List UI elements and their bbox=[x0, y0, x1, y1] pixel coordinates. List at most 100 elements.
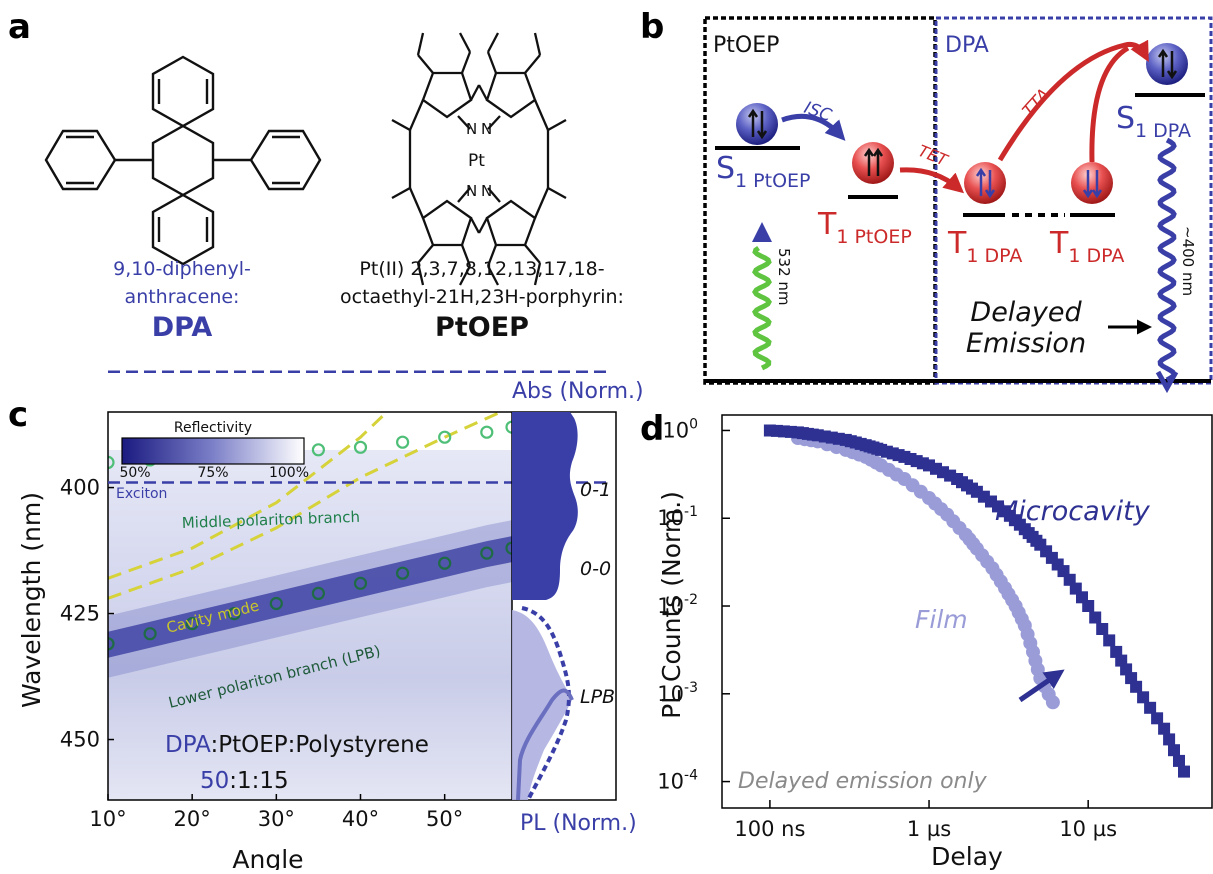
t1-dpa-label-1: T1 DPA bbox=[947, 226, 1022, 267]
lower-branch-point bbox=[185, 616, 199, 631]
lower-branch-point bbox=[269, 596, 283, 611]
dpa-abbrev: DPA bbox=[152, 312, 213, 343]
emission-label: ~400 nm bbox=[1179, 226, 1197, 296]
ptoep-atom-n1: N bbox=[466, 120, 477, 138]
abs-spectrum bbox=[512, 412, 578, 600]
lower-branch-point bbox=[227, 606, 241, 621]
lower-branch-point bbox=[438, 556, 452, 570]
emission-wave bbox=[1155, 137, 1179, 394]
panel-d-ylabel: PL Counts (Norm.) bbox=[657, 491, 686, 719]
colorbar: Reflectivity 50% 75% 100% bbox=[119, 420, 309, 481]
ptoep-name-line2: octaethyl-21H,23H-porphyrin: bbox=[340, 286, 624, 308]
ptoep-abbrev: PtOEP bbox=[435, 312, 529, 343]
upper-branch-point bbox=[271, 336, 282, 347]
ptoep-box-label: PtOEP bbox=[713, 33, 779, 58]
film-to-cavity-arrow bbox=[1018, 669, 1065, 703]
upper-branch-point bbox=[355, 331, 366, 342]
panel-c-axes: 10° 20° 30° 40° 50° 400 425 450 bbox=[60, 370, 612, 831]
colorbar-tick-2: 100% bbox=[269, 465, 309, 481]
ptoep-atom-n3: N bbox=[466, 182, 477, 200]
middle-branch-point bbox=[311, 443, 325, 457]
ptoep-atom-pt: Pt bbox=[468, 151, 485, 171]
lower-branch-point bbox=[108, 637, 115, 651]
upper-branch-point bbox=[145, 344, 156, 355]
microcavity-point bbox=[1144, 701, 1157, 714]
exciton-label: Exciton bbox=[116, 486, 167, 502]
delayed-label-line2: Emission bbox=[966, 328, 1086, 359]
lower-branch-point bbox=[480, 546, 494, 560]
composition-label: DPA:PtOEP:Polystyrene bbox=[165, 732, 429, 758]
panel-c-xtick-label: 30° bbox=[258, 807, 295, 831]
microcavity-point bbox=[1096, 623, 1109, 635]
ratio-label: 50:1:15 bbox=[200, 768, 289, 794]
panel-c-ylabel: Wavelength (nm) bbox=[17, 492, 46, 708]
spin-ball-t1-dpa-2 bbox=[1071, 162, 1113, 204]
panel-d-ytick-label: 100 bbox=[662, 416, 698, 442]
cavity-mode-curve-1 bbox=[108, 412, 389, 580]
panel-c-ytick-label: 400 bbox=[60, 476, 100, 500]
panel-d-letter: d bbox=[640, 409, 664, 449]
panel-d-xtick-label: 100 ns bbox=[734, 817, 805, 841]
microcavity-point bbox=[1089, 611, 1102, 624]
dpa-box-label: DPA bbox=[945, 33, 989, 58]
panel-d-xtick-label: 10 µs bbox=[1059, 817, 1117, 841]
microcavity-point bbox=[1173, 754, 1185, 767]
colorbar-gradient bbox=[121, 437, 305, 465]
lower-branch-point bbox=[353, 576, 368, 590]
microcavity-point bbox=[1178, 765, 1190, 778]
middle-branch-point bbox=[438, 430, 452, 444]
dpa-structure bbox=[44, 55, 322, 266]
microcavity-point bbox=[1130, 680, 1143, 693]
ptoep-name-line1: Pt(II) 2,3,7,8,12,13,17,18- bbox=[359, 258, 604, 280]
panel-c-ytick-label: 450 bbox=[60, 728, 100, 752]
panel-a: a bbox=[8, 7, 624, 343]
colorbar-title: Reflectivity bbox=[174, 420, 252, 436]
middle-branch-point bbox=[396, 435, 410, 449]
panel-c-xtick-label: 50° bbox=[426, 807, 463, 831]
tet-arrow bbox=[899, 167, 965, 194]
upper-branch-point bbox=[229, 339, 240, 350]
panel-d-frame bbox=[721, 414, 1213, 809]
panel-d-ytick-label: 10-3 bbox=[657, 680, 698, 706]
pl-solid-curve bbox=[516, 688, 574, 801]
abs-norm-label: Abs (Norm.) bbox=[512, 379, 644, 404]
panel-d-ytick-label: 10-1 bbox=[657, 504, 698, 530]
ptoep-structure bbox=[391, 32, 567, 286]
abs-pl-side-panel: Abs (Norm.) PL (Norm.) 0-1 0-0 LPB bbox=[511, 379, 644, 836]
lower-branch-point bbox=[143, 627, 157, 641]
microcavity-point bbox=[1137, 691, 1150, 704]
microcavity-point bbox=[1168, 744, 1180, 757]
middle-branch-point bbox=[353, 440, 368, 454]
lower-branch-point bbox=[311, 586, 325, 601]
pl-spectrum-film bbox=[512, 610, 572, 800]
heatmap bbox=[103, 331, 512, 800]
s1-dpa-label: S1 DPA bbox=[1116, 101, 1191, 142]
spin-ball-t1-dpa-1 bbox=[964, 162, 1006, 204]
s1-ptoep-label: S1 PtOEP bbox=[716, 151, 811, 192]
panel-d-data bbox=[763, 424, 1190, 778]
microcavity-point bbox=[1158, 722, 1171, 735]
ptoep-atom-n4: N bbox=[481, 182, 492, 200]
peak-00-label: 0-0 bbox=[580, 558, 611, 580]
colorbar-tick-1: 75% bbox=[197, 465, 228, 481]
panel-a-letter: a bbox=[8, 7, 31, 47]
lpb-band-halo bbox=[108, 520, 512, 678]
tta-arrow-1 bbox=[997, 39, 1149, 162]
panel-d-ytick-label: 10-4 bbox=[657, 768, 698, 794]
peak-01-label: 0-1 bbox=[580, 479, 611, 501]
panel-c-xtick-label: 10° bbox=[89, 807, 126, 831]
microcavity-point bbox=[1163, 733, 1176, 746]
dpa-name-line1: 9,10-diphenyl- bbox=[113, 258, 251, 280]
cavity-mode-curve-2 bbox=[108, 412, 505, 600]
spin-ball-t1-ptoep bbox=[852, 142, 894, 184]
film-point bbox=[1045, 695, 1060, 710]
panel-c-ytick-label: 425 bbox=[60, 602, 100, 626]
pl-norm-label: PL (Norm.) bbox=[520, 811, 637, 836]
tet-label: TET bbox=[916, 141, 952, 170]
excitation-wave bbox=[752, 245, 772, 371]
peak-lpb-label: LPB bbox=[580, 686, 615, 708]
panel-c-xtick-label: 40° bbox=[342, 807, 379, 831]
lower-branch-point bbox=[396, 566, 410, 580]
upper-branch-point bbox=[103, 346, 114, 357]
